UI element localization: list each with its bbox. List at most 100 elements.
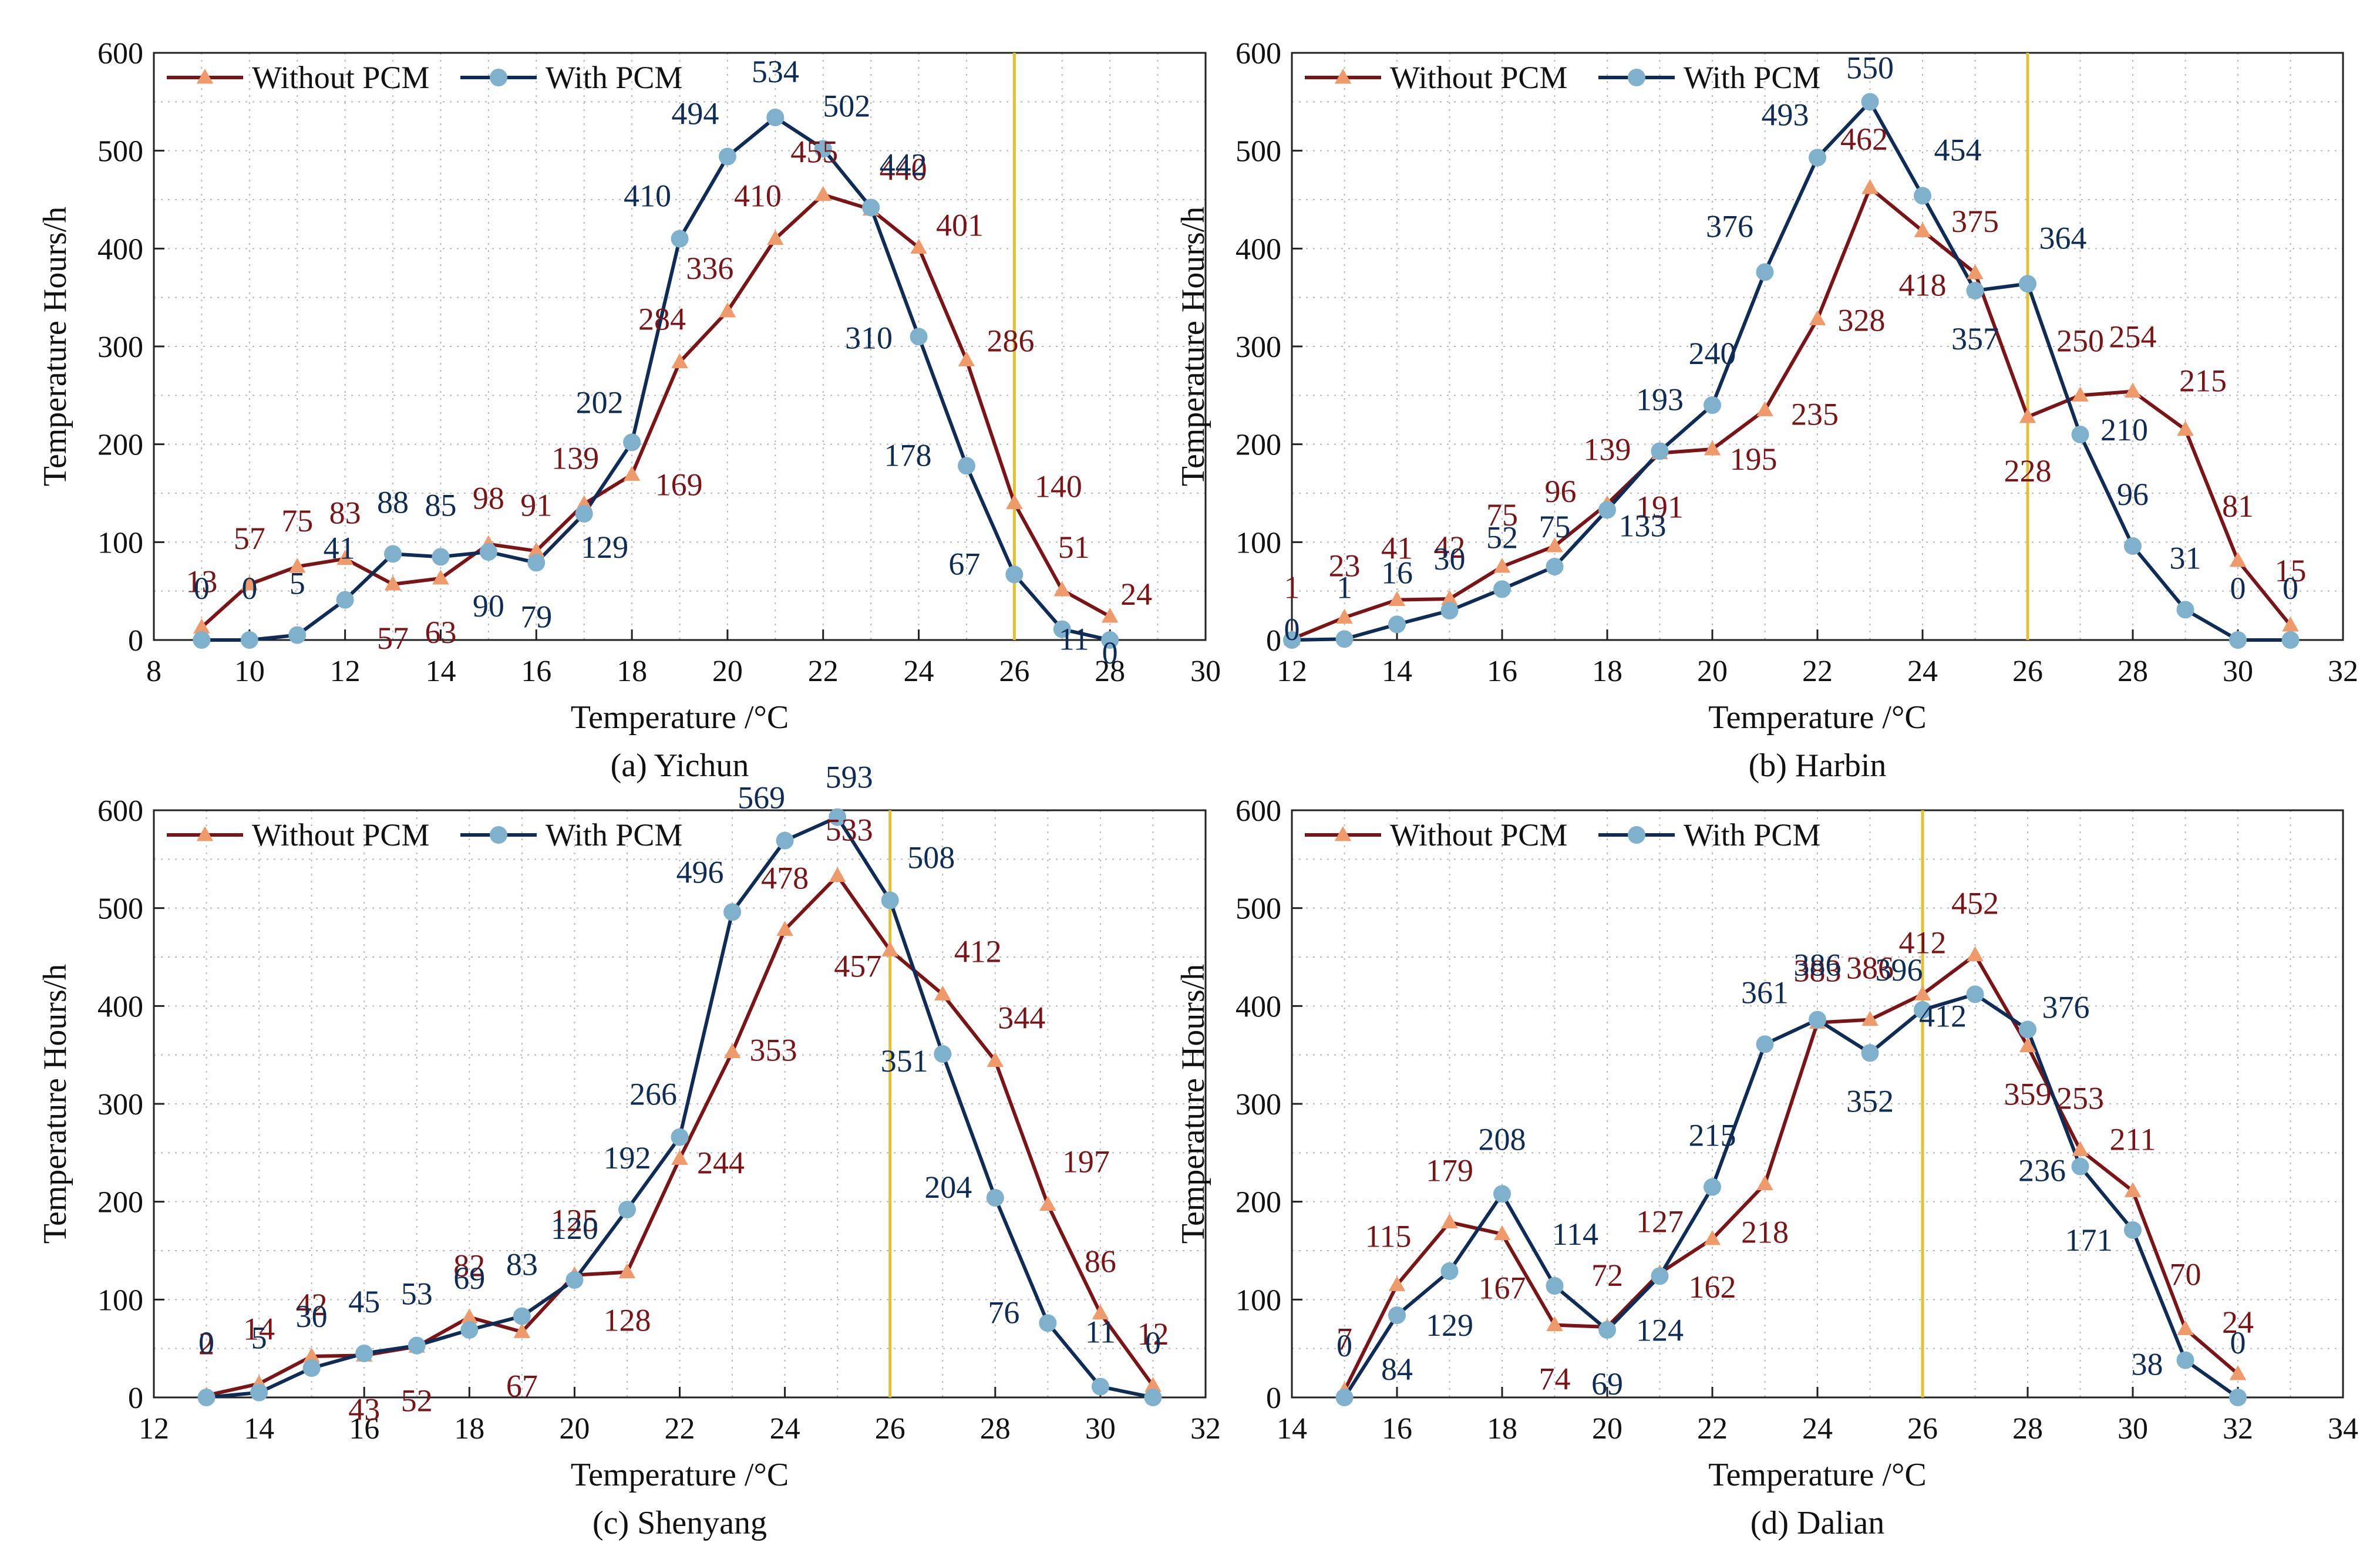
data-label-with-pcm: 83 (506, 1247, 538, 1282)
marker-with-pcm (1546, 1277, 1564, 1295)
data-label-without-pcm: 195 (1730, 442, 1778, 477)
y-tick-label: 600 (1236, 37, 1281, 70)
marker-without-pcm (1704, 440, 1721, 456)
data-label-without-pcm: 478 (761, 860, 809, 895)
marker-without-pcm (767, 230, 784, 245)
data-label-without-pcm: 328 (1838, 302, 1886, 338)
data-label-with-pcm: 84 (1381, 1352, 1413, 1387)
panel-caption: (a) Yichun (611, 747, 749, 784)
marker-with-pcm (1756, 1035, 1774, 1053)
data-label-with-pcm: 90 (473, 588, 504, 624)
data-label-without-pcm: 125 (551, 1203, 598, 1238)
y-tick-label: 400 (1236, 990, 1281, 1023)
marker-without-pcm (814, 186, 832, 201)
x-tick-label: 16 (1487, 655, 1517, 688)
x-tick-label: 14 (1277, 1412, 1307, 1446)
data-label-with-pcm: 210 (2100, 412, 2148, 447)
marker-with-pcm (618, 1201, 636, 1218)
marker-without-pcm (723, 1043, 741, 1059)
data-label-without-pcm: 167 (1479, 1271, 1526, 1306)
x-tick-label: 18 (617, 655, 647, 688)
data-label-without-pcm: 14 (243, 1312, 275, 1347)
legend-label-without-pcm: Without PCM (252, 817, 429, 853)
marker-without-pcm (528, 542, 545, 557)
x-tick-label: 26 (2012, 655, 2043, 688)
marker-without-pcm (303, 1348, 320, 1363)
marker-without-pcm (1967, 946, 1984, 962)
marker-without-pcm (1101, 608, 1119, 623)
y-tick-label: 200 (97, 429, 143, 462)
data-label-with-pcm: 171 (2065, 1222, 2113, 1258)
y-tick-label: 600 (1236, 794, 1281, 828)
data-label-without-pcm: 191 (1636, 490, 1684, 525)
marker-with-pcm (565, 1271, 584, 1289)
data-label-with-pcm: 0 (1284, 612, 1300, 647)
data-label-with-pcm: 508 (907, 840, 955, 875)
x-tick-label: 22 (665, 1412, 695, 1446)
y-tick-label: 100 (97, 526, 143, 560)
x-tick-label: 34 (2328, 1412, 2358, 1446)
marker-without-pcm (336, 550, 354, 565)
data-label-with-pcm: 85 (425, 487, 456, 523)
marker-without-pcm (1914, 985, 1931, 1001)
legend: Without PCM With PCM (1305, 60, 1820, 95)
data-label-with-pcm: 376 (1706, 208, 1753, 244)
legend-marker-without-pcm (196, 69, 214, 84)
series-line-without-pcm (1342, 953, 2239, 1392)
data-label-with-pcm: 45 (348, 1284, 380, 1319)
data-label-without-pcm: 211 (2110, 1121, 2156, 1157)
x-tick-label: 26 (875, 1412, 905, 1446)
data-label-with-pcm: 67 (948, 546, 980, 581)
x-tick-label: 18 (454, 1412, 484, 1446)
marker-with-pcm (513, 1307, 531, 1325)
y-tick-label: 300 (1236, 1088, 1281, 1121)
marker-without-pcm (384, 575, 402, 591)
marker-with-pcm (1493, 580, 1511, 598)
x-tick-label: 12 (1277, 655, 1307, 688)
marker-without-pcm (1546, 537, 1563, 553)
data-label-without-pcm: 128 (603, 1303, 651, 1338)
data-label-without-pcm: 253 (2056, 1080, 2104, 1116)
legend-marker-with-pcm (1628, 69, 1645, 86)
data-label-with-pcm: 69 (453, 1261, 485, 1296)
data-label-with-pcm: 96 (2117, 477, 2149, 512)
data-label-with-pcm: 376 (2042, 989, 2090, 1025)
data-label-without-pcm: 140 (1035, 469, 1082, 504)
marker-without-pcm (513, 1323, 531, 1338)
data-label-with-pcm: 569 (738, 780, 785, 816)
data-label-with-pcm: 364 (2039, 220, 2087, 255)
data-label-without-pcm: 75 (281, 503, 313, 538)
x-tick-label: 24 (1907, 655, 1938, 688)
data-label-with-pcm: 129 (581, 530, 628, 565)
y-tick-label: 500 (97, 135, 143, 169)
marker-without-pcm (829, 867, 846, 882)
marker-with-pcm (881, 891, 899, 909)
marker-with-pcm (1546, 558, 1564, 575)
x-tick-label: 32 (2223, 1412, 2253, 1446)
legend-label-with-pcm: With PCM (1684, 817, 1820, 853)
marker-without-pcm (618, 1263, 636, 1279)
marker-with-pcm (250, 1383, 268, 1402)
data-label-without-pcm: 139 (551, 440, 599, 476)
marker-with-pcm (718, 147, 736, 166)
x-tick-label: 12 (139, 1412, 169, 1446)
data-label-without-pcm: 344 (998, 1001, 1045, 1036)
marker-without-pcm (288, 558, 306, 573)
data-label-without-pcm: 2 (198, 1326, 214, 1362)
data-label-without-pcm: 215 (2179, 363, 2227, 399)
y-tick-label: 400 (1236, 233, 1281, 266)
data-label-with-pcm: 1 (1337, 570, 1352, 605)
marker-with-pcm (1053, 620, 1071, 638)
data-label-without-pcm: 74 (1539, 1362, 1571, 1397)
legend-marker-with-pcm (490, 69, 507, 86)
marker-with-pcm (934, 1045, 952, 1063)
marker-without-pcm (1388, 591, 1406, 607)
data-label-with-pcm: 0 (1102, 635, 1118, 671)
data-label-with-pcm: 124 (1636, 1312, 1684, 1348)
data-label-with-pcm: 0 (2230, 571, 2246, 606)
marker-without-pcm (987, 1052, 1004, 1067)
marker-with-pcm (2124, 537, 2142, 555)
x-tick-label: 16 (1382, 1412, 1412, 1446)
marker-with-pcm (1598, 501, 1616, 519)
marker-with-pcm (776, 831, 794, 850)
